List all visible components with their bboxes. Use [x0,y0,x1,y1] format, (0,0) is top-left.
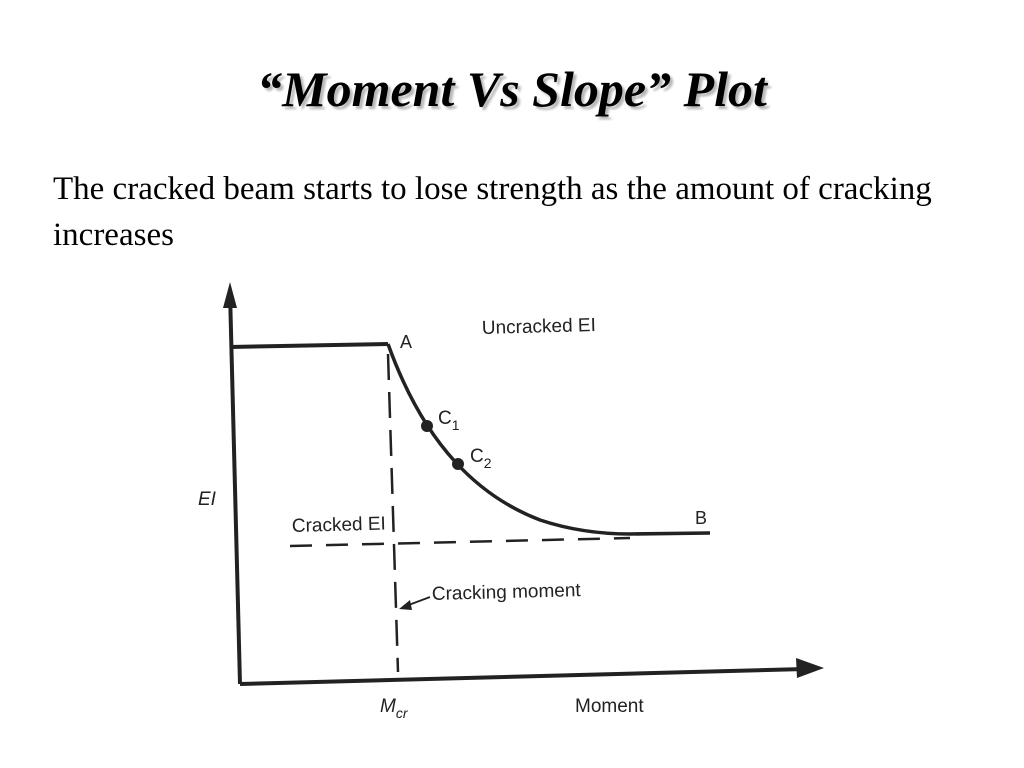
point-c1-label: C1 [438,408,460,433]
point-c2-marker [452,458,464,470]
cracking-moment-dashed-line [386,353,400,673]
cracked-ei-label: Cracked EI [292,514,387,537]
cracked-ei-dashed-line [289,536,631,548]
point-b-label: B [695,508,707,528]
moment-slope-diagram: A Uncracked EI C1 C2 B EI Cracked EI Cra… [198,282,824,721]
slide-title: “Moment Vs Slope” Plot [257,61,767,117]
point-a-label: A [400,332,412,352]
y-axis-arrow-icon [223,282,237,308]
cracking-moment-leader-arrow-icon [399,600,412,610]
x-axis-arrow-icon [796,658,824,678]
point-c1-marker [421,420,433,432]
cracking-moment-label: Cracking moment [432,580,582,605]
stiffness-decay-curve [386,343,711,536]
body-text: The cracked beam starts to lose strength… [53,171,932,253]
y-axis [228,291,242,685]
uncracked-plateau [229,342,389,349]
uncracked-ei-label: Uncracked EI [482,315,597,339]
point-c2-label: C2 [470,446,492,471]
mcr-label: Mcr [380,696,409,721]
y-axis-label: EI [198,489,217,510]
x-axis-label: Moment [575,696,644,717]
x-axis [239,667,806,686]
